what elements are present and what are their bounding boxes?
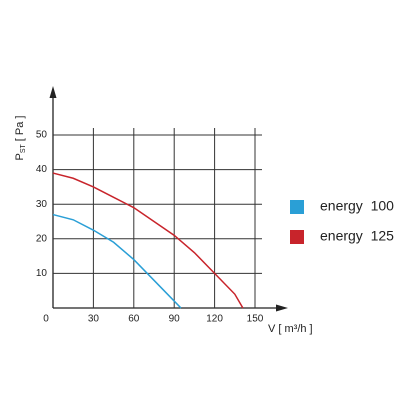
legend-label: energy 125 <box>320 228 394 244</box>
legend-swatch <box>290 230 304 244</box>
y-label-main: P <box>14 153 26 160</box>
y-axis-label: PST[ Pa ] <box>14 116 27 161</box>
x-tick-label: 90 <box>169 314 181 325</box>
x-tick-label: 0 <box>43 314 49 325</box>
x-tick-label: 30 <box>88 314 100 325</box>
x-axis-label: V [ m³/h ] <box>268 323 313 335</box>
y-tick-label: 30 <box>36 199 48 210</box>
x-tick-label: 60 <box>128 314 140 325</box>
x-tick-label: 120 <box>206 314 223 325</box>
y-tick-label: 40 <box>36 164 48 175</box>
x-tick-label: 150 <box>247 314 264 325</box>
x-axis-arrow <box>276 304 288 312</box>
y-tick-label: 50 <box>36 130 48 141</box>
y-tick-label: 20 <box>36 233 48 244</box>
y-label-sub: ST <box>20 143 27 153</box>
legend-label: energy 100 <box>320 198 394 214</box>
legend-swatch <box>290 200 304 214</box>
y-axis-arrow <box>49 86 57 98</box>
y-label-unit: [ Pa ] <box>14 116 26 142</box>
curve <box>52 172 244 309</box>
curve <box>52 213 182 309</box>
y-tick-label: 10 <box>36 268 48 279</box>
